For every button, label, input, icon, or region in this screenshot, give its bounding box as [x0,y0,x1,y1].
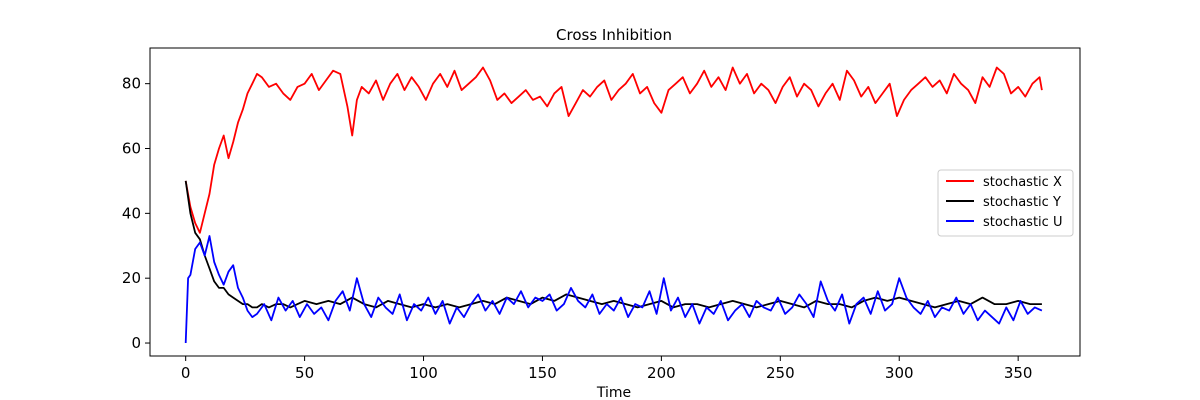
plot-frame [149,47,1081,357]
x-tick-label: 150 [528,364,557,382]
x-tick-label: 250 [766,364,795,382]
x-tick-label: 0 [181,364,191,382]
y-tick-label: 0 [131,334,141,352]
legend-label-stochastic-x: stochastic X [983,175,1062,190]
series-line-stochastic-x [184,66,1043,234]
y-tick-label: 40 [122,204,141,222]
x-tick-label: 200 [647,364,676,382]
series-group [184,66,1043,344]
x-axis: 0 50 100 150 200 250 300 350 [181,356,1033,382]
x-axis-title: Time [596,385,631,400]
chart-title: Cross Inhibition [556,26,672,44]
legend-label-stochastic-y: stochastic Y [983,195,1061,210]
x-tick-label: 100 [409,364,438,382]
x-tick-label: 50 [295,364,314,382]
legend-label-stochastic-u: stochastic U [983,215,1062,230]
legend: stochastic X stochastic Y stochastic U [937,169,1074,237]
x-tick-label: 350 [1004,364,1033,382]
plot-area [149,47,1081,357]
y-tick-label: 60 [122,140,141,158]
series-line-stochastic-y [184,180,1042,309]
y-tick-label: 20 [122,269,141,287]
x-tick-label: 300 [885,364,914,382]
legend-box [937,169,1074,237]
y-axis: 0 20 40 60 80 [122,75,150,352]
y-tick-label: 80 [122,75,141,93]
series-line-stochastic-u [184,235,1043,344]
